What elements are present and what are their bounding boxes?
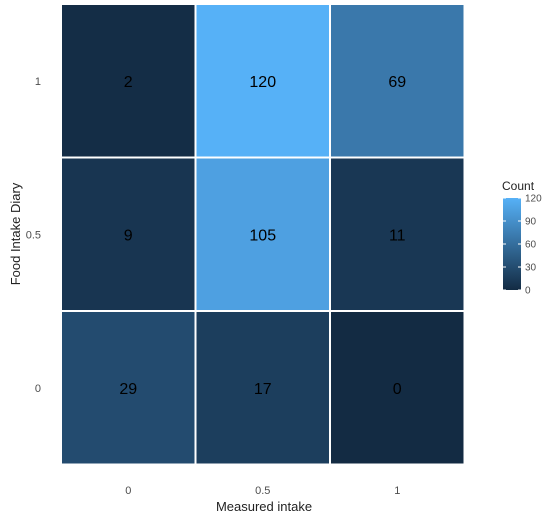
x-tick-label: 0.5 <box>255 485 270 497</box>
cell-value-label: 2 <box>124 74 133 91</box>
legend-color-bar <box>503 198 521 290</box>
heatmap-cells: 2 120 69 9 105 11 29 17 0 <box>60 3 466 466</box>
legend-title: Count <box>502 179 535 193</box>
legend-tick-label: 30 <box>525 263 537 274</box>
x-tick-label: 1 <box>394 485 400 497</box>
legend-tick-label: 0 <box>525 286 531 297</box>
cell-value-label: 9 <box>124 227 133 244</box>
legend-ticks: 0 30 60 90 120 <box>503 194 542 297</box>
legend-tick-label: 120 <box>525 194 542 205</box>
heatmap-cell <box>60 3 197 159</box>
heatmap-cell <box>194 310 331 466</box>
cell-value-label: 105 <box>249 227 276 244</box>
x-tick-label: 0 <box>125 485 131 497</box>
cell-value-label: 120 <box>249 74 276 91</box>
heatmap-cell <box>329 3 466 159</box>
color-legend: Count 0 30 60 90 120 <box>502 179 542 297</box>
heatmap-cell <box>60 156 197 312</box>
x-axis-ticks: 0 0.5 1 <box>125 485 400 497</box>
y-tick-label: 0.5 <box>26 229 41 241</box>
y-tick-label: 0 <box>35 383 41 395</box>
legend-tick-label: 90 <box>525 217 537 228</box>
cell-value-label: 29 <box>119 381 137 398</box>
heatmap-cell <box>329 310 466 466</box>
y-axis-ticks: 00.51 <box>26 76 41 395</box>
y-tick-label: 1 <box>35 76 41 88</box>
cell-value-label: 69 <box>388 74 406 91</box>
y-axis-title: Food Intake Diary <box>8 182 23 285</box>
heatmap-cell <box>194 3 331 159</box>
cell-value-label: 17 <box>254 381 272 398</box>
legend-tick-label: 60 <box>525 240 537 251</box>
cell-value-label: 0 <box>393 381 402 398</box>
x-axis-title: Measured intake <box>216 499 312 514</box>
cell-value-label: 11 <box>389 227 406 244</box>
heatmap-cell <box>329 156 466 312</box>
heatmap-cell <box>60 310 197 466</box>
